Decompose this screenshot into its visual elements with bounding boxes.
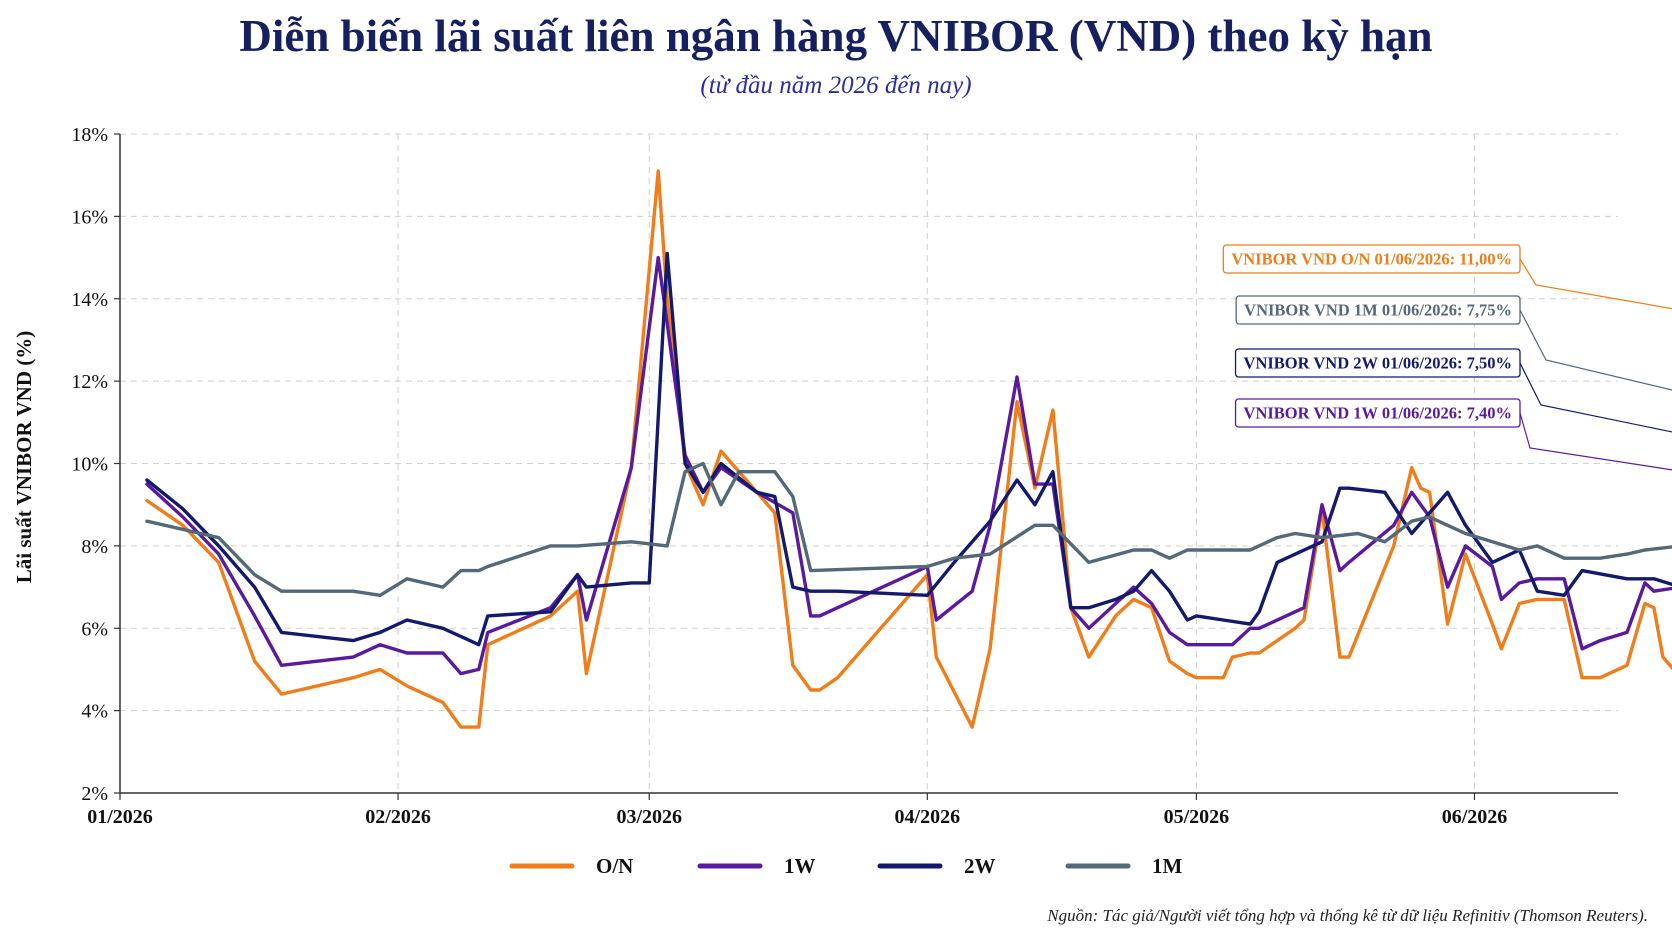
legend-label: 1W	[784, 854, 816, 878]
annotation-label: VNIBOR VND 1W 01/06/2026: 7,40%	[1244, 404, 1512, 423]
grid-lines	[120, 133, 1618, 793]
y-tick-label: 18%	[71, 124, 108, 146]
legend-label: 1M	[1152, 854, 1183, 878]
y-tick-label: 4%	[81, 701, 108, 723]
x-tick-labels: 01/2026 02/2026 03/2026 04/2026 05/2026 06/20…	[87, 806, 1507, 828]
y-tick-label: 12%	[71, 371, 108, 393]
chart-title: Diễn biến lãi suất liên ngân hàng VNIBOR…	[239, 11, 1433, 61]
y-tick-label: 2%	[81, 783, 108, 805]
series-line-1m	[145, 461, 1672, 597]
x-tick-label: 06/2026	[1442, 806, 1508, 828]
legend-label: 2W	[964, 854, 996, 878]
y-tick-label: 14%	[71, 289, 108, 311]
x-tick-label: 05/2026	[1164, 806, 1230, 828]
series-line-2w	[145, 251, 1672, 647]
annotation-leader-line	[1519, 258, 1672, 310]
legend: O/N 1W 2W 1M	[509, 854, 1183, 878]
x-tick-label: 02/2026	[365, 806, 431, 828]
x-tick-label: 04/2026	[895, 806, 961, 828]
annotation-label: VNIBOR VND 1M 01/06/2026: 7,75%	[1244, 301, 1512, 320]
series-line-1w	[145, 255, 1672, 676]
source-note: Nguồn: Tác giả/Người viết tổng hợp và th…	[1047, 906, 1648, 925]
annotation-leader-line	[1519, 412, 1672, 471]
annotation-box	[1234, 348, 1521, 378]
axes	[114, 133, 1618, 800]
chart-subtitle: (từ đầu năm 2026 đến nay)	[700, 72, 972, 99]
annotations: VNIBOR VND O/N 01/06/2026: 11,00% VNIBOR …	[1222, 244, 1672, 471]
y-axis-label: Lãi suất VNIBOR VND (%)	[12, 331, 36, 583]
legend-label: O/N	[596, 854, 633, 878]
series-lines	[145, 169, 1672, 729]
annotation-box	[1222, 244, 1521, 274]
annotation-box	[1235, 295, 1521, 325]
annotation-leader-line	[1519, 362, 1672, 433]
y-tick-label: 6%	[81, 618, 108, 640]
annotation-box	[1234, 398, 1521, 428]
y-tick-label: 10%	[71, 454, 108, 476]
x-tick-label: 03/2026	[616, 806, 682, 828]
annotation-label: VNIBOR VND O/N 01/06/2026: 11,00%	[1231, 250, 1512, 269]
y-tick-label: 16%	[71, 206, 108, 228]
annotation-label: VNIBOR VND 2W 01/06/2026: 7,50%	[1244, 354, 1512, 373]
series-line-on	[145, 169, 1672, 729]
y-tick-labels: 2% 4% 6% 8% 10% 12% 14% 16% 18%	[71, 124, 108, 805]
x-tick-label: 01/2026	[87, 806, 153, 828]
y-tick-label: 8%	[81, 536, 108, 558]
annotation-leader-line	[1519, 309, 1672, 391]
